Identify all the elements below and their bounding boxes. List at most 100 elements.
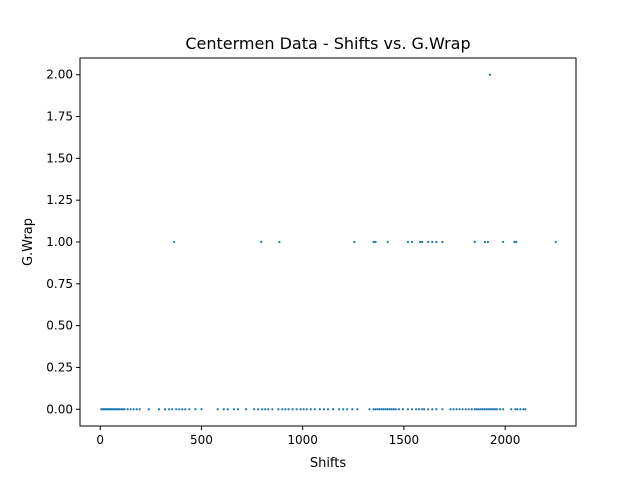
data-point [178, 408, 181, 411]
data-point [232, 408, 235, 411]
data-point [184, 408, 187, 411]
data-point [135, 408, 138, 411]
data-point [489, 408, 493, 411]
data-point [123, 408, 126, 411]
data-point [313, 408, 316, 411]
data-point [372, 240, 375, 244]
data-point [519, 408, 522, 411]
data-point [516, 408, 519, 411]
data-point [171, 408, 174, 411]
data-point [410, 240, 414, 244]
data-point [226, 408, 229, 411]
data-point [331, 408, 335, 411]
data-point [421, 240, 424, 244]
x-tick-label: 0 [96, 433, 104, 447]
data-point [486, 240, 490, 244]
data-point [216, 408, 219, 411]
data-point [351, 408, 354, 411]
data-point [188, 408, 191, 411]
data-point [284, 408, 287, 411]
data-point [522, 408, 525, 411]
data-point [200, 408, 203, 411]
data-point [163, 408, 167, 411]
data-point [181, 408, 184, 411]
data-point [374, 240, 377, 244]
data-point [338, 408, 341, 411]
data-point [368, 408, 371, 411]
data-point [477, 408, 480, 411]
data-point [502, 240, 505, 244]
data-point [397, 408, 400, 411]
y-axis: 0.00 0.25 0.50 0.75 1.00 1.25 1.50 1.75 2.00 [46, 68, 80, 416]
data-point [487, 408, 491, 411]
data-point [147, 408, 150, 411]
data-point [260, 240, 263, 244]
data-point [305, 408, 308, 411]
y-tick-label: 1.25 [46, 193, 73, 207]
data-point [309, 408, 312, 411]
data-point [554, 240, 557, 244]
data-point [452, 408, 455, 411]
data-point [253, 408, 256, 411]
data-point [167, 408, 171, 411]
data-point [295, 408, 298, 411]
data-point [353, 240, 356, 244]
data-point [392, 408, 395, 411]
data-point [267, 408, 270, 411]
data-point [495, 408, 499, 411]
data-point [264, 408, 267, 411]
data-point [449, 408, 452, 411]
data-point [488, 73, 492, 76]
data-point [386, 240, 389, 244]
data-point [281, 408, 284, 411]
y-tick-label: 2.00 [46, 68, 73, 82]
y-tick-label: 1.50 [46, 151, 73, 165]
data-point [374, 408, 377, 411]
data-point [464, 408, 467, 411]
data-point [419, 240, 422, 244]
x-tick-label: 1500 [389, 433, 420, 447]
data-point [222, 408, 225, 411]
data-point [356, 408, 359, 411]
data-point [271, 408, 274, 411]
data-point [121, 408, 125, 411]
data-point [431, 408, 434, 411]
data-point [386, 408, 389, 411]
data-point [376, 408, 379, 411]
data-point [427, 408, 430, 411]
data-point [467, 408, 470, 411]
data-point [475, 408, 478, 411]
data-point [498, 408, 502, 411]
data-point [514, 408, 517, 411]
data-point [118, 408, 121, 411]
data-point [491, 408, 495, 411]
data-point [470, 408, 473, 411]
data-point [194, 408, 197, 411]
data-point [278, 240, 281, 244]
y-tick-label: 1.75 [46, 110, 73, 124]
y-tick-label: 0.00 [46, 402, 73, 416]
data-point [322, 408, 326, 411]
data-point [302, 408, 305, 411]
data-point [481, 408, 484, 411]
plot-frame [79, 57, 577, 427]
data-point [382, 408, 385, 411]
data-point [401, 408, 405, 411]
data-point [515, 240, 518, 244]
data-point [485, 408, 489, 411]
data-point [138, 408, 141, 411]
x-tick-label: 2000 [490, 433, 521, 447]
y-tick-label: 0.75 [46, 277, 73, 291]
x-axis: 0 500 1000 1500 2000 [96, 426, 520, 447]
data-point [173, 240, 176, 244]
data-point [461, 408, 464, 411]
y-axis-label: G.Wrap [21, 218, 36, 266]
data-point [175, 408, 178, 411]
data-point [524, 408, 527, 411]
data-point [406, 408, 410, 411]
data-point [441, 408, 444, 411]
data-point [513, 240, 516, 244]
data-point [291, 408, 294, 411]
data-point [346, 408, 349, 411]
